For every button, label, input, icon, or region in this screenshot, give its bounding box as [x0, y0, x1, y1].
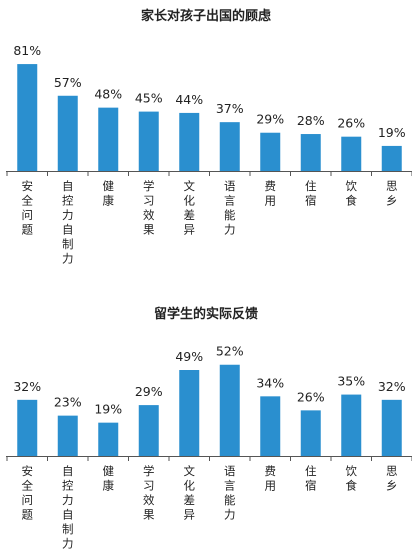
bar-2: [57, 415, 78, 456]
data-label: 29%: [135, 384, 163, 399]
data-label: 19%: [378, 125, 406, 140]
chart-student-feedback: 留学生的实际反馈 32% 安全问题 23% 自控力自制力 19% 健康 29% 学习效果 49%…: [6, 306, 412, 551]
bar-8: [300, 410, 321, 456]
chart-title: 留学生的实际反馈: [154, 306, 258, 322]
bar-6: [219, 364, 240, 456]
bar-8: [300, 134, 321, 171]
category-label: 费用: [265, 179, 277, 208]
category-label: 安全问题: [22, 179, 34, 237]
data-label: 26%: [297, 389, 325, 404]
bar-9: [341, 136, 362, 171]
bar-10: [381, 145, 402, 171]
category-label: 住宿: [305, 464, 317, 493]
category-label: 文化差异: [184, 464, 196, 522]
bar-2: [57, 95, 78, 171]
bar-5: [179, 370, 200, 456]
bar-3: [98, 422, 119, 456]
category-label: 饮食: [346, 179, 358, 208]
bar-7: [260, 396, 281, 456]
bar-7: [260, 132, 281, 171]
data-label: 29%: [256, 112, 284, 127]
bar-4: [138, 111, 159, 171]
data-label: 35%: [337, 374, 365, 389]
data-label: 48%: [94, 87, 122, 102]
data-label: 44%: [175, 92, 203, 107]
category-label: 健康: [103, 464, 115, 493]
data-label: 52%: [216, 344, 244, 359]
bar-1: [17, 64, 38, 171]
bar-10: [381, 399, 402, 456]
category-label: 费用: [265, 464, 277, 493]
data-label: 37%: [216, 101, 244, 116]
data-label: 32%: [378, 379, 406, 394]
category-label: 安全问题: [22, 464, 34, 522]
bar-4: [138, 405, 159, 456]
category-label: 学习效果: [143, 179, 155, 237]
category-label: 学习效果: [143, 464, 155, 522]
data-label: 49%: [175, 349, 203, 364]
category-label: 语言能力: [224, 464, 236, 522]
chart-title: 家长对孩子出国的顾虑: [141, 8, 271, 24]
data-label: 23%: [54, 395, 82, 410]
category-label: 健康: [103, 179, 115, 208]
category-label: 文化差异: [184, 179, 196, 237]
category-label: 饮食: [346, 464, 358, 493]
data-label: 19%: [94, 402, 122, 417]
data-label: 26%: [337, 116, 365, 131]
bar-1: [17, 399, 38, 456]
bar-9: [341, 394, 362, 456]
category-label: 语言能力: [224, 179, 236, 237]
category-label: 自控力自制力: [62, 464, 74, 551]
bar-5: [179, 112, 200, 171]
category-label: 住宿: [305, 179, 317, 208]
category-label: 思乡: [386, 179, 398, 208]
chart-parent-concerns: 家长对孩子出国的顾虑 81% 安全问题 57% 自控力自制力 48% 健康 45% 学习效果 4…: [6, 8, 412, 266]
data-label: 32%: [13, 379, 41, 394]
data-label: 34%: [256, 375, 284, 390]
bar-6: [219, 122, 240, 171]
category-label: 自控力自制力: [62, 179, 74, 266]
data-label: 81%: [13, 43, 41, 58]
data-label: 45%: [135, 91, 163, 106]
data-label: 57%: [54, 75, 82, 90]
category-label: 思乡: [386, 464, 398, 493]
bar-3: [98, 107, 119, 171]
data-label: 28%: [297, 113, 325, 128]
